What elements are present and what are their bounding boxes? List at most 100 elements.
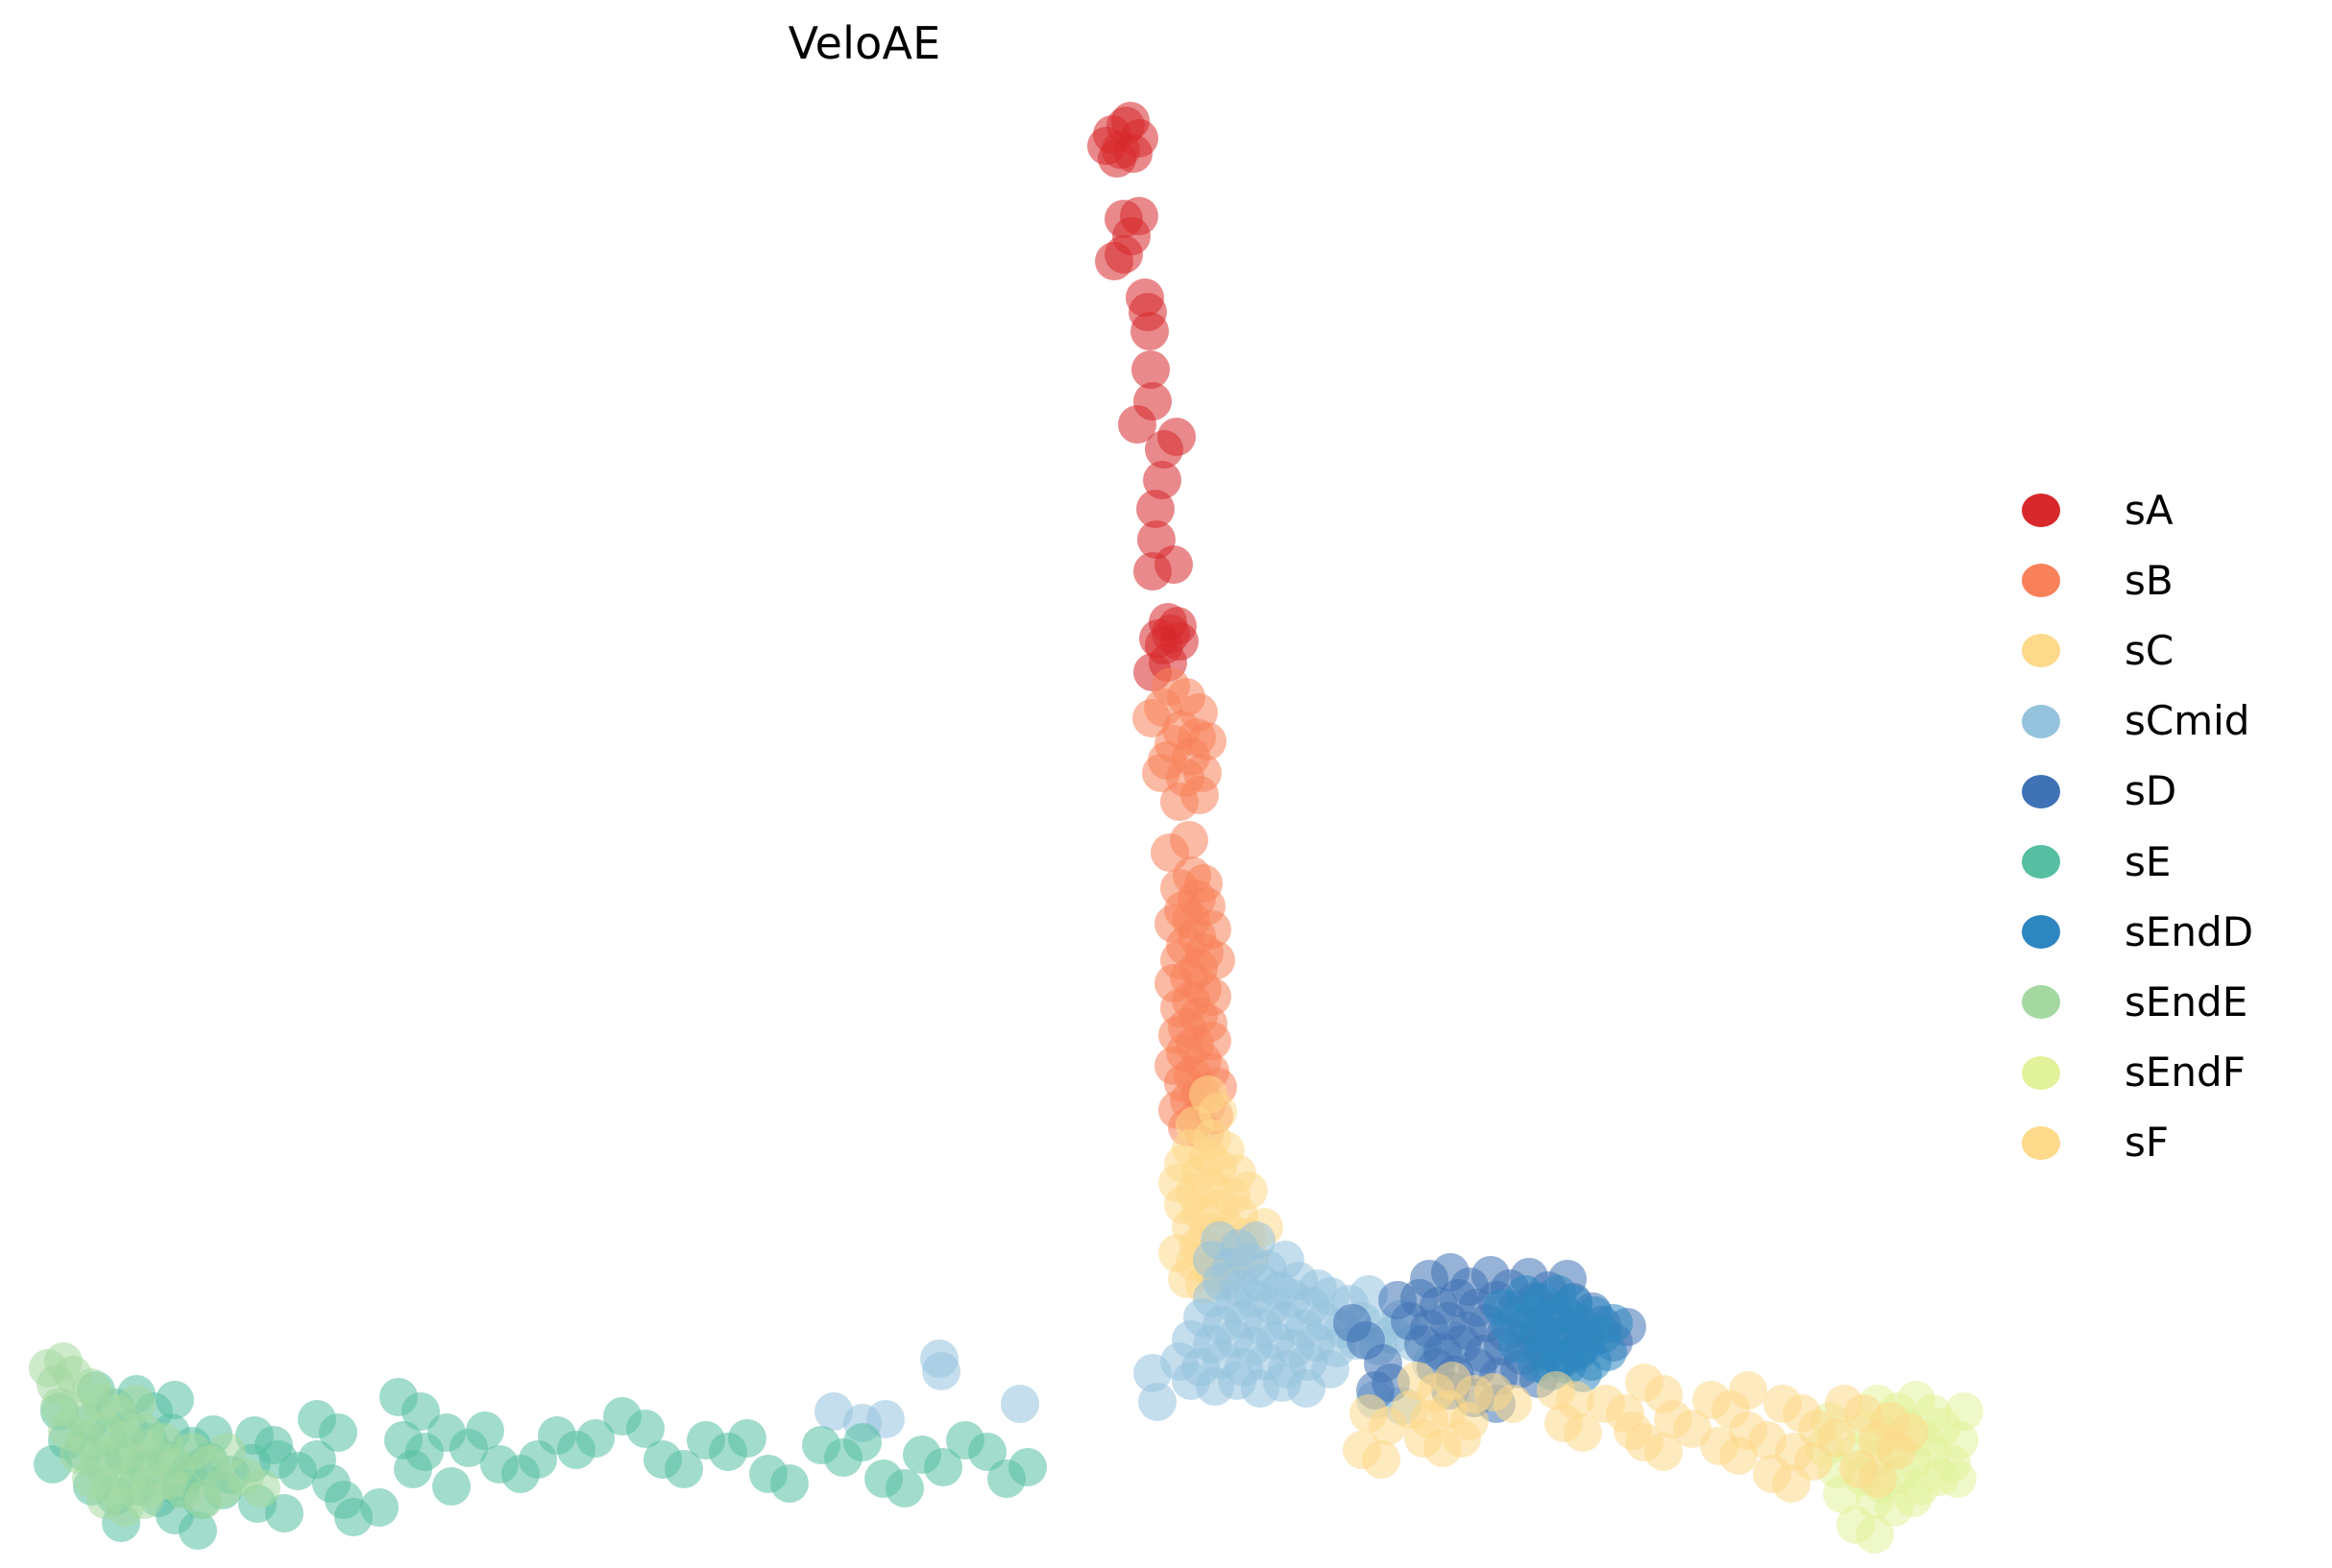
- scatter-point: [1138, 1383, 1177, 1421]
- scatter-point: [265, 1494, 304, 1532]
- legend-item-sA[interactable]: sA: [2022, 475, 2329, 545]
- scatter-point: [1118, 405, 1156, 444]
- scatter-point: [814, 1392, 853, 1431]
- scatter-point: [394, 1450, 432, 1488]
- scatter-point: [1095, 242, 1133, 280]
- scatter-point: [1154, 545, 1193, 584]
- scatter-point: [1894, 1479, 1932, 1517]
- scatter-point: [843, 1423, 882, 1461]
- scatter-point: [1131, 350, 1170, 389]
- scatter-point: [968, 1433, 1007, 1471]
- scatter-point: [242, 1469, 280, 1508]
- scatter-point: [1111, 102, 1150, 140]
- scatter-point: [770, 1464, 809, 1503]
- scatter-point: [319, 1413, 357, 1452]
- legend-item-sEndD[interactable]: sEndD: [2022, 897, 2329, 967]
- legend-item-label: sC: [2125, 626, 2174, 674]
- scatter-point: [401, 1392, 440, 1431]
- scatter-point: [1938, 1459, 1977, 1498]
- scatter-point: [1362, 1440, 1400, 1479]
- scatter-point: [156, 1381, 194, 1419]
- scatter-point: [728, 1419, 766, 1458]
- legend-item-sD[interactable]: sD: [2022, 757, 2329, 827]
- legend-item-label: sE: [2125, 837, 2172, 885]
- scatter-point: [179, 1511, 217, 1550]
- legend-swatch-icon: [2022, 564, 2060, 598]
- legend-item-sEndF[interactable]: sEndF: [2022, 1038, 2329, 1108]
- scatter-point: [1126, 278, 1164, 317]
- scatter-point: [1136, 490, 1175, 528]
- scatter-point: [920, 1339, 959, 1378]
- legend-item-label: sCmid: [2125, 697, 2250, 745]
- scatter-point: [255, 1426, 293, 1464]
- scatter-point: [626, 1410, 665, 1448]
- scatter-point: [1133, 1354, 1172, 1392]
- scatter-series-sB: [1132, 667, 1237, 1152]
- legend: sA sB sC sCmid sD sE sEndD sEndE sEndF sF: [2022, 475, 2329, 1178]
- scatter-point: [1333, 1304, 1372, 1342]
- legend-item-label: sEndE: [2125, 977, 2248, 1025]
- scatter-point: [1564, 1413, 1602, 1452]
- scatter-series-sEndD: [1483, 1275, 1633, 1392]
- scatter-point: [466, 1411, 504, 1450]
- scatter-point: [1378, 1281, 1417, 1319]
- scatter-point: [1494, 1385, 1532, 1423]
- legend-item-label: sEndD: [2125, 907, 2254, 955]
- scatter-point: [432, 1467, 471, 1506]
- scatter-point: [924, 1448, 962, 1486]
- legend-item-sCmid[interactable]: sCmid: [2022, 687, 2329, 757]
- legend-item-label: sEndF: [2125, 1049, 2246, 1097]
- legend-swatch-icon: [2022, 985, 2060, 1020]
- scatter-point: [44, 1342, 83, 1381]
- legend-item-sEndE[interactable]: sEndE: [2022, 967, 2329, 1037]
- legend-item-label: sA: [2125, 486, 2174, 534]
- legend-swatch-icon: [2022, 845, 2060, 880]
- legend-swatch-icon: [2022, 915, 2060, 950]
- legend-swatch-icon: [2022, 494, 2060, 528]
- scatter-point: [1719, 1436, 1758, 1475]
- legend-swatch-icon: [2022, 1125, 2060, 1160]
- scatter-point: [576, 1419, 615, 1458]
- legend-item-sF[interactable]: sF: [2022, 1108, 2329, 1178]
- legend-item-label: sD: [2125, 767, 2177, 815]
- scatter-point: [1856, 1515, 1894, 1554]
- scatter-point: [1008, 1448, 1047, 1486]
- scatter-points-group: [29, 102, 1983, 1554]
- scatter-point: [360, 1488, 399, 1527]
- scatter-point: [1729, 1371, 1767, 1410]
- scatter-point: [117, 1385, 156, 1423]
- scatter-point: [886, 1469, 924, 1508]
- legend-item-sC[interactable]: sC: [2022, 615, 2329, 686]
- legend-item-sB[interactable]: sB: [2022, 545, 2329, 615]
- scatter-point: [1858, 1459, 1897, 1498]
- scatter-point: [1594, 1304, 1633, 1342]
- legend-swatch-icon: [2022, 634, 2060, 668]
- scatter-point: [1130, 312, 1169, 350]
- legend-swatch-icon: [2022, 774, 2060, 808]
- legend-item-sE[interactable]: sE: [2022, 827, 2329, 897]
- scatter-point: [1644, 1433, 1683, 1471]
- page-title: VeloAE: [788, 17, 941, 69]
- scatter-point: [1098, 139, 1136, 178]
- legend-item-label: sB: [2125, 556, 2174, 604]
- scatter-point: [1145, 430, 1183, 469]
- scatter-series-sEndE: [29, 1342, 280, 1527]
- legend-swatch-icon: [2022, 1055, 2060, 1090]
- scatter-point: [125, 1481, 163, 1519]
- scatter-point: [1945, 1392, 1983, 1431]
- scatter-point: [1369, 1407, 1407, 1445]
- scatter-point: [1772, 1464, 1810, 1503]
- scatter-point: [1143, 461, 1181, 499]
- scatter-point: [1287, 1369, 1325, 1408]
- scatter-point: [1614, 1411, 1652, 1450]
- legend-swatch-icon: [2022, 704, 2060, 738]
- scatter-point: [1180, 776, 1219, 814]
- scatter-point: [1890, 1413, 1929, 1452]
- scatter-series-sF: [1343, 1362, 1929, 1503]
- scatter-point: [1483, 1289, 1521, 1327]
- scatter-point: [665, 1450, 703, 1488]
- scatter-point: [1132, 699, 1171, 737]
- scatter-point: [1443, 1419, 1481, 1458]
